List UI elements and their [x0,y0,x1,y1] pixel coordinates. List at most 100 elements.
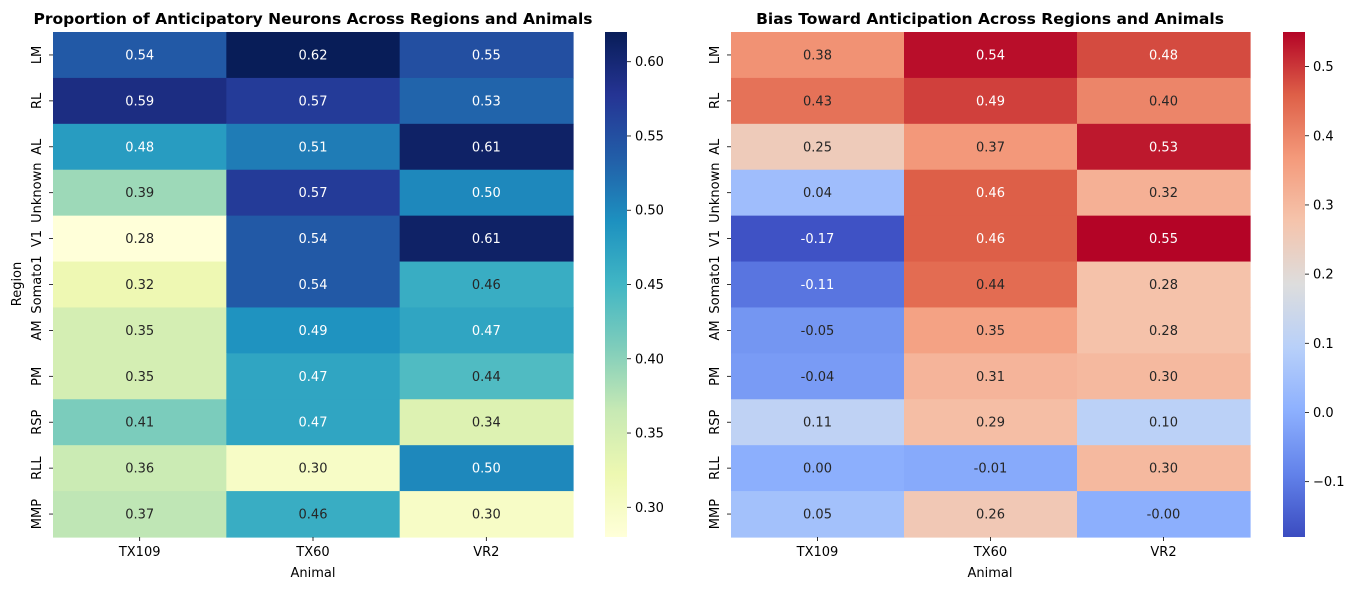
heatmap-cell [53,491,227,538]
heatmap-cell [731,169,905,217]
y-tick-label: V1 [30,230,45,247]
x-tick-label: TX109 [118,545,161,560]
colorbar-tick-label: 0.60 [635,55,664,70]
heatmap-cell [731,491,905,538]
y-tick-label: MMP [30,499,45,529]
x-tick-label: TX60 [973,545,1007,560]
heatmap-cell [226,399,401,446]
y-tick-label: RLL [708,456,723,480]
cell-value-label: 0.40 [1149,94,1178,109]
y-tick-labels: LM RL AL Unknown V1 Somato1 AM PM RSP RLL MMP [30,46,53,529]
heatmap-cell [399,169,574,217]
heatmap-cell [53,169,227,217]
heatmap-cell [731,32,905,79]
x-tick-label: TX60 [295,545,329,560]
y-tick-label: RSP [708,410,723,435]
cell-value-label: 0.55 [1149,232,1178,247]
cell-value-label: 0.49 [299,324,328,339]
heatmap-cell [226,123,401,171]
cell-value-label: 0.10 [1149,416,1178,431]
cell-value-label: -0.11 [801,278,835,293]
heatmap-cell [53,123,227,171]
cell-value-label: -0.04 [801,370,835,385]
heatmap-cells: 0.38 0.54 0.48 0.43 0.49 0.40 0.25 0.37 0.53 0.04… [731,32,1251,538]
heatmap-cell [904,399,1078,446]
cell-value-label: 0.30 [472,508,501,523]
colorbar-tick-label: 0.0 [1313,406,1334,421]
cell-value-label: 0.35 [125,324,154,339]
heatmap-cell [53,353,227,400]
colorbar-tick-label: 0.1 [1313,337,1334,352]
cell-value-label: -0.05 [801,324,835,339]
heatmap-panel-bias: Bias Toward Anticipation Across Regions … [708,10,1345,581]
cell-value-label: 0.29 [976,416,1005,431]
y-tick-label: RL [30,92,45,109]
colorbar-tick-label: 0.40 [635,352,664,367]
colorbar-tick-labels: 0.30 0.35 0.40 0.45 0.50 0.55 0.60 [627,55,664,516]
y-tick-label: RLL [30,456,45,480]
cell-value-label: 0.48 [125,140,154,155]
cell-value-label: 0.50 [472,186,501,201]
colorbar-tick-label: 0.5 [1313,60,1334,75]
heatmap-cell [904,261,1078,309]
y-tick-labels: LM RL AL Unknown V1 Somato1 AM PM RSP RLL MMP [708,46,731,529]
heatmap-cell [226,445,401,492]
heatmap-cell [399,32,574,79]
heatmap-cell [399,261,574,309]
x-tick-labels: TX109 TX60 VR2 [118,537,499,560]
cell-value-label: 0.46 [976,232,1005,247]
heatmap-cell [53,32,227,79]
heatmap-cell [731,353,905,400]
y-tick-label: AM [30,320,45,340]
heatmap-cell [399,307,574,354]
cell-value-label: 0.46 [472,278,501,293]
cell-value-label: 0.30 [1149,462,1178,477]
colorbar-tick-label: 0.55 [635,129,664,144]
cell-value-label: 0.25 [803,140,832,155]
heatmap-cell [226,491,401,538]
cell-value-label: 0.47 [299,370,328,385]
heatmap-cells: 0.54 0.62 0.55 0.59 0.57 0.53 0.48 0.51 0.61 0.39… [53,32,574,538]
cell-value-label: 0.28 [125,232,154,247]
colorbar-tick-label: −0.1 [1313,475,1345,490]
cell-value-label: 0.30 [299,462,328,477]
colorbar [605,32,627,537]
heatmap-cell [731,307,905,354]
heatmap-cell [399,215,574,263]
cell-value-label: 0.54 [299,278,328,293]
heatmap-cell [226,169,401,217]
y-axis-label: Region [10,262,25,307]
colorbar-tick-label: 0.45 [635,278,664,293]
heatmap-cell [226,32,401,79]
heatmap-cell [53,215,227,263]
heatmap-cell [1077,307,1251,354]
heatmap-cell [399,353,574,400]
y-tick-label: AL [30,138,45,155]
chart-title: Proportion of Anticipatory Neurons Acros… [33,10,592,28]
y-tick-label: V1 [708,230,723,247]
colorbar [1283,32,1305,537]
heatmap-cell [1077,169,1251,217]
cell-value-label: 0.41 [125,416,154,431]
heatmap-cell [53,399,227,446]
heatmap-cell [731,215,905,263]
heatmap-cell [53,261,227,309]
y-tick-label: PM [708,367,723,386]
y-tick-label: AM [708,320,723,340]
colorbar-tick-label: 0.3 [1313,198,1334,213]
y-tick-label: Unknown [30,163,45,223]
heatmap-cell [904,353,1078,400]
heatmap-cell [1077,215,1251,263]
colorbar-tick-labels: −0.1 0.0 0.1 0.2 0.3 0.4 0.5 [1305,60,1345,490]
heatmap-cell [904,77,1078,125]
heatmap-cell [53,77,227,125]
cell-value-label: 0.59 [125,94,154,109]
cell-value-label: 0.54 [976,48,1005,63]
cell-value-label: 0.11 [803,416,832,431]
y-tick-label: AL [708,138,723,155]
cell-value-label: 0.57 [299,94,328,109]
heatmap-cell [399,123,574,171]
x-axis-label: Animal [968,566,1013,581]
heatmap-cell [904,307,1078,354]
x-axis-label: Animal [291,566,336,581]
